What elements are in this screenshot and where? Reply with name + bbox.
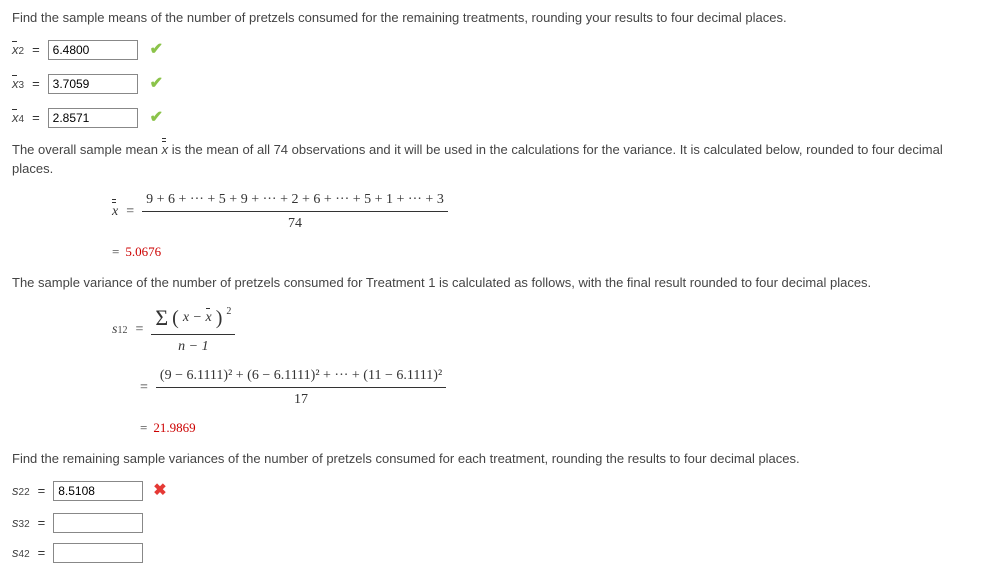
variance-formula: s12 = Σ ( x − x ) 2 n − 1 xyxy=(112,303,979,357)
label-x3: x3 xyxy=(12,74,24,94)
instruction-find-variances: Find the remaining sample variances of t… xyxy=(12,449,979,469)
input-s3[interactable] xyxy=(53,513,143,533)
row-x3: x3 = ✔ xyxy=(12,72,979,96)
check-icon: ✔ xyxy=(150,38,163,62)
equals: = xyxy=(38,513,46,533)
input-s2[interactable] xyxy=(53,481,143,501)
cross-icon: ✖ xyxy=(153,479,166,503)
row-s2: s22 = ✖ xyxy=(12,479,979,503)
row-s4: s42 = xyxy=(12,543,979,563)
overall-mean-num: 9 + 6 + ··· + 5 + 9 + ··· + 2 + 6 + ··· … xyxy=(142,189,448,212)
instruction-variance: The sample variance of the number of pre… xyxy=(12,273,979,293)
label-s4: s42 xyxy=(12,543,30,563)
row-s3: s32 = xyxy=(12,513,979,533)
row-x4: x4 = ✔ xyxy=(12,106,979,130)
variance-calc: = (9 − 6.1111)² + (6 − 6.1111)² + ··· + … xyxy=(140,365,979,410)
overall-mean-formula: x = 9 + 6 + ··· + 5 + 9 + ··· + 2 + 6 + … xyxy=(112,189,979,234)
label-s3: s32 xyxy=(12,513,30,533)
input-x4[interactable] xyxy=(48,108,138,128)
equals: = xyxy=(38,481,46,501)
input-x2[interactable] xyxy=(48,40,138,60)
check-icon: ✔ xyxy=(150,106,163,130)
label-x4: x4 xyxy=(12,108,24,128)
instruction-overall-mean: The overall sample mean x is the mean of… xyxy=(12,140,979,179)
equals: = xyxy=(32,40,40,60)
equals: = xyxy=(38,543,46,563)
overall-mean-den: 74 xyxy=(284,212,306,234)
check-icon: ✔ xyxy=(150,72,163,96)
row-x2: x2 = ✔ xyxy=(12,38,979,62)
equals: = xyxy=(32,108,40,128)
variance-result: = 21.9869 xyxy=(140,418,979,438)
label-x2: x2 xyxy=(12,40,24,60)
label-s2: s22 xyxy=(12,481,30,501)
x-doublebar: x xyxy=(112,201,118,222)
instruction-means: Find the sample means of the number of p… xyxy=(12,8,979,28)
overall-mean-result: = 5.0676 xyxy=(112,242,979,262)
equals: = xyxy=(32,74,40,94)
input-x3[interactable] xyxy=(48,74,138,94)
input-s4[interactable] xyxy=(53,543,143,563)
